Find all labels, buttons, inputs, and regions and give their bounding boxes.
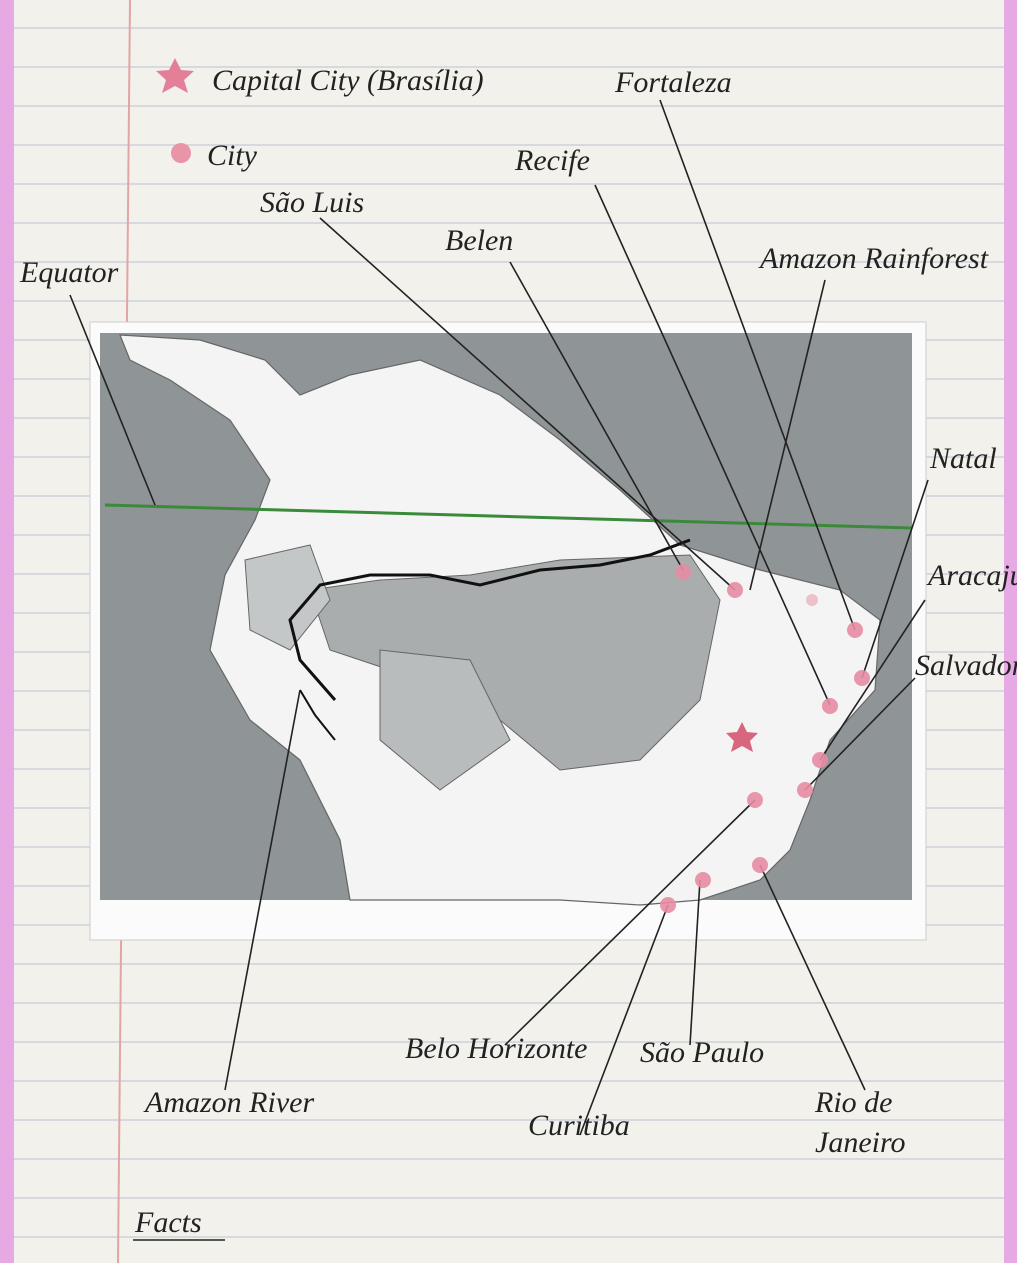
city-dot	[812, 752, 828, 768]
place-label: Aracaju	[926, 559, 1017, 592]
city-dot	[747, 792, 763, 808]
place-label: Belo Horizonte	[405, 1032, 587, 1065]
city-dot	[847, 622, 863, 638]
city-dot	[695, 872, 711, 888]
place-label: São Paulo	[640, 1036, 764, 1069]
place-label: Natal	[929, 442, 997, 475]
legend-dot	[171, 143, 191, 163]
city-dot	[675, 564, 691, 580]
legend-capital: Capital City (Brasília)	[212, 64, 484, 97]
city-dot	[727, 582, 743, 598]
city-dot	[660, 897, 676, 913]
city-dot	[806, 594, 818, 606]
facts-heading: Facts	[134, 1206, 202, 1239]
city-dot	[752, 857, 768, 873]
place-label: Amazon River	[143, 1086, 314, 1119]
place-label: Recife	[514, 144, 590, 177]
label-line: Janeiro	[815, 1126, 906, 1159]
place-label: Equator	[19, 256, 119, 289]
city-dot	[797, 782, 813, 798]
place-label: Amazon Rainforest	[758, 242, 989, 275]
place-label: São Luis	[260, 186, 364, 219]
place-label: Curitiba	[528, 1109, 630, 1142]
place-label: Fortaleza	[614, 66, 732, 99]
notebook-photo: Capital City (Brasília) City Fortaleza Re…	[0, 0, 1017, 1263]
city-dot	[854, 670, 870, 686]
page: Capital City (Brasília) City Fortaleza Re…	[0, 0, 1017, 1263]
place-label: Salvador	[915, 649, 1017, 682]
label-line: Rio de	[814, 1086, 892, 1119]
legend-city: City	[207, 139, 258, 172]
city-dot	[822, 698, 838, 714]
place-label: Belen	[445, 224, 513, 257]
